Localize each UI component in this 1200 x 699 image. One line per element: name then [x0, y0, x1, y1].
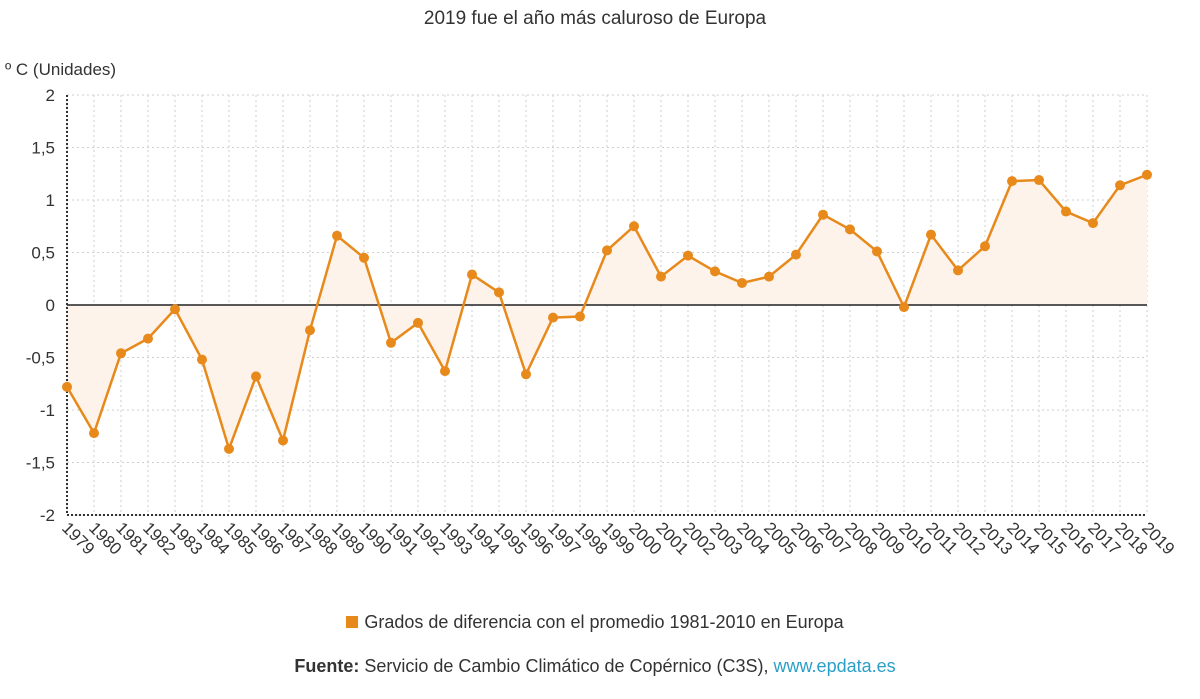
source-link[interactable]: www.epdata.es: [773, 656, 896, 676]
source-text: Servicio de Cambio Climático de Copérnic…: [359, 656, 774, 676]
point-layer: [62, 169, 1152, 454]
data-point-1993: [440, 366, 450, 377]
y-tick-label: -1: [40, 401, 55, 420]
data-point-2000: [629, 221, 639, 232]
y-tick-label: 0,5: [31, 244, 55, 263]
data-point-2011: [926, 229, 936, 240]
data-point-2015: [1034, 175, 1044, 186]
y-tick-label: 2: [46, 86, 55, 105]
data-point-2001: [656, 271, 666, 282]
data-point-1979: [62, 381, 72, 392]
chart-plot: 2 1,5 1 0,5 0 -0,5 -1 -1,5 -2 197919801981198219…: [26, 86, 1179, 559]
data-point-1984: [197, 354, 207, 365]
legend: Grados de diferencia con el promedio 198…: [0, 612, 1190, 633]
data-point-1998: [575, 311, 585, 322]
data-point-1982: [143, 333, 153, 344]
source-note: Fuente: Servicio de Cambio Climático de …: [0, 656, 1190, 677]
data-point-2017: [1088, 218, 1098, 229]
data-point-1988: [305, 325, 315, 336]
data-point-2005: [764, 271, 774, 282]
data-point-1983: [170, 304, 180, 315]
data-point-1991: [386, 337, 396, 348]
data-point-1990: [359, 252, 369, 263]
y-tick-label: 1,5: [31, 139, 55, 158]
series-area: [67, 174, 1147, 449]
data-point-1999: [602, 245, 612, 256]
data-point-1987: [278, 435, 288, 446]
y-axis-label: º C (Unidades): [5, 60, 117, 79]
data-point-2018: [1115, 180, 1125, 191]
data-point-1986: [251, 371, 261, 382]
x-tick-labels: 1979198019811982198319841985198619871988…: [58, 518, 1178, 558]
source-label: Fuente:: [294, 656, 360, 676]
axis-layer: [66, 95, 1147, 516]
data-point-1980: [89, 428, 99, 439]
data-point-1997: [548, 312, 558, 323]
data-point-2004: [737, 277, 747, 288]
data-point-2010: [899, 302, 909, 313]
chart-title: 2019 fue el año más caluroso de Europa: [423, 8, 767, 29]
data-point-1995: [494, 287, 504, 298]
legend-label: Grados de diferencia con el promedio 198…: [364, 612, 844, 632]
data-point-2006: [791, 249, 801, 260]
y-tick-label: 1: [46, 191, 55, 210]
data-point-2003: [710, 266, 720, 277]
data-point-1994: [467, 269, 477, 280]
area-layer: [67, 174, 1147, 449]
data-point-1989: [332, 230, 342, 241]
data-point-2007: [818, 209, 828, 220]
data-point-2019: [1142, 169, 1152, 180]
data-point-2014: [1007, 176, 1017, 187]
data-point-2009: [872, 246, 882, 257]
y-tick-labels: 2 1,5 1 0,5 0 -0,5 -1 -1,5 -2: [26, 86, 55, 525]
data-point-1985: [224, 443, 234, 454]
data-point-1996: [521, 369, 531, 380]
data-point-2002: [683, 250, 693, 261]
data-point-2008: [845, 224, 855, 235]
data-point-1981: [116, 348, 126, 359]
data-point-2016: [1061, 206, 1071, 217]
legend-swatch: [346, 616, 359, 628]
data-point-2013: [980, 241, 990, 252]
y-tick-label: -0,5: [26, 349, 55, 368]
y-tick-label: 0: [46, 296, 55, 315]
y-tick-label: -2: [40, 506, 55, 525]
y-tick-label: -1,5: [26, 454, 55, 473]
data-point-2012: [953, 265, 963, 276]
data-point-1992: [413, 317, 423, 328]
